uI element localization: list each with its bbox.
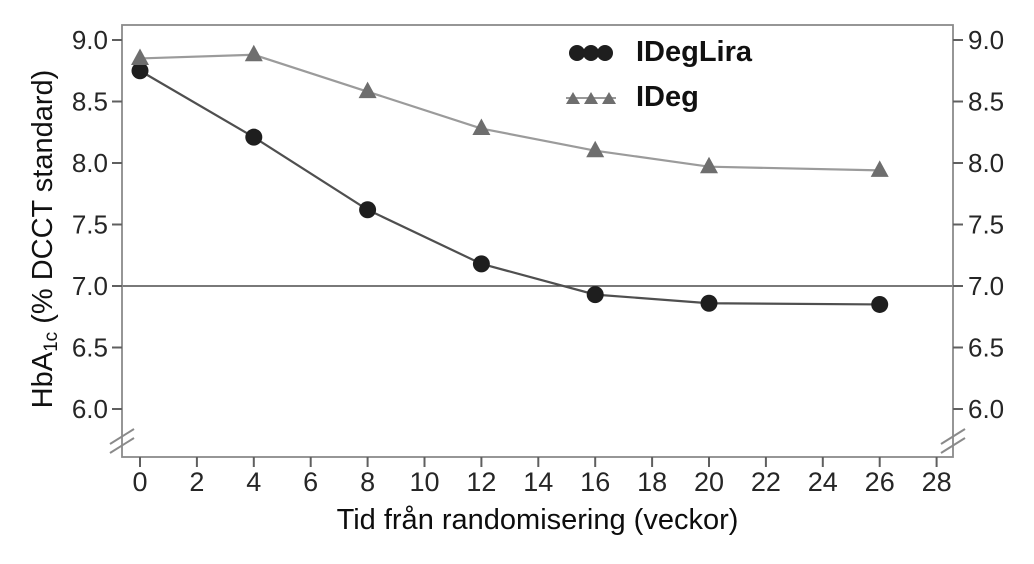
- y-axis-tick-label-left: 8.5: [72, 87, 108, 117]
- y-axis-tick-label-left: 8.0: [72, 148, 108, 178]
- y-axis-tick-label-right: 6.0: [968, 394, 1004, 424]
- y-axis-label-text: HbA: [27, 351, 59, 409]
- data-point-triangle: [870, 160, 889, 177]
- y-axis-tick-label-left: 7.0: [72, 271, 108, 301]
- axis-break-mark: [109, 437, 135, 454]
- x-axis-tick-label: 8: [360, 467, 375, 497]
- data-point-triangle: [244, 44, 263, 62]
- x-axis-tick-label: 10: [409, 467, 439, 497]
- x-axis-tick-label: 18: [637, 467, 667, 497]
- legend-label-ideglira: IDegLira: [636, 36, 753, 68]
- x-axis-tick-label: 0: [132, 467, 147, 497]
- circle-icon: [583, 44, 599, 61]
- x-axis-tick-label: 6: [303, 467, 318, 497]
- x-axis-tick-label: 4: [246, 467, 261, 497]
- series-line-ideglira: [139, 69, 880, 306]
- data-point-circle: [131, 62, 149, 80]
- circle-series-marker-icon: [566, 44, 616, 61]
- x-axis-tick-label: 28: [922, 467, 952, 497]
- triangle-series-marker-icon: [566, 91, 616, 105]
- y-axis-label-suffix: (% DCCT standard): [27, 69, 59, 332]
- data-point-triangle: [358, 81, 377, 99]
- legend-label-ideg: IDeg: [636, 81, 699, 113]
- circle-icon: [569, 44, 585, 61]
- y-axis-tick-label-left: 6.0: [72, 394, 108, 424]
- x-axis-label: Tid från randomisering (veckor): [336, 504, 739, 536]
- y-axis-label-subscript: 1c: [41, 331, 62, 352]
- y-axis-tick-label-left: 6.5: [72, 333, 108, 363]
- y-axis-tick-label-left: 7.5: [72, 210, 108, 240]
- x-axis-tick-label: 24: [808, 467, 838, 497]
- legend-item-ideg: IDeg: [566, 75, 752, 120]
- data-point-circle: [700, 294, 718, 312]
- triangle-icon: [566, 91, 580, 104]
- x-axis-tick-label: 20: [694, 467, 724, 497]
- triangle-icon: [602, 91, 616, 104]
- data-point-triangle: [472, 118, 491, 136]
- data-point-triangle: [131, 48, 149, 65]
- data-point-triangle: [586, 140, 605, 158]
- y-axis-tick-label-right: 8.5: [968, 87, 1004, 117]
- legend: IDegLira IDeg: [566, 30, 752, 120]
- y-axis-label: HbA1c (% DCCT standard): [26, 19, 62, 459]
- x-axis-tick-label: 2: [189, 467, 204, 497]
- y-axis-tick-label-right: 8.0: [968, 148, 1004, 178]
- data-point-circle: [871, 295, 889, 313]
- series-line-ideg: [139, 53, 880, 172]
- triangle-icon: [584, 91, 598, 104]
- x-axis-tick-label: 14: [523, 467, 553, 497]
- data-point-circle: [472, 255, 490, 273]
- y-axis-tick-label-right: 7.0: [968, 271, 1004, 301]
- y-axis-tick-label-right: 9.0: [968, 25, 1004, 55]
- y-axis-tick-label-right: 6.5: [968, 333, 1004, 363]
- data-point-circle: [359, 201, 377, 219]
- x-axis-tick-label: 12: [466, 467, 496, 497]
- legend-item-ideglira: IDegLira: [566, 30, 752, 75]
- plot-frame: [121, 24, 954, 458]
- axis-break-mark: [940, 437, 966, 454]
- x-axis-tick-label: 26: [865, 467, 895, 497]
- x-axis-tick-label: 22: [751, 467, 781, 497]
- y-axis-tick-label-left: 9.0: [72, 25, 108, 55]
- axis-break-mark: [940, 428, 966, 445]
- circle-icon: [597, 44, 613, 61]
- data-point-circle: [245, 128, 263, 146]
- data-point-circle: [586, 286, 604, 304]
- axis-break-mark: [109, 428, 135, 445]
- y-axis-tick-label-right: 7.5: [968, 210, 1004, 240]
- data-point-triangle: [700, 156, 718, 174]
- x-axis-tick-label: 16: [580, 467, 610, 497]
